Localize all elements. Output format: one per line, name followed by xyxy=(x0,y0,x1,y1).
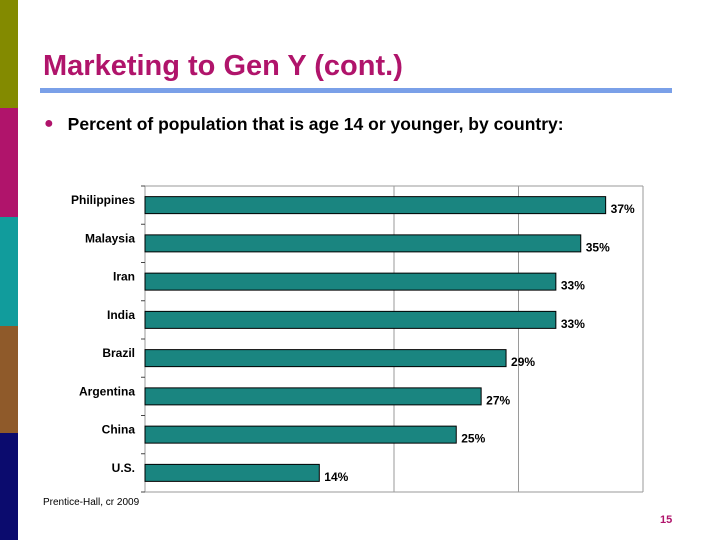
category-label: U.S. xyxy=(112,461,135,475)
decorative-color-strip xyxy=(0,0,18,540)
data-label: 14% xyxy=(324,470,348,484)
category-label: Brazil xyxy=(102,346,135,360)
bar xyxy=(144,387,482,406)
strip-segment-olive xyxy=(0,0,18,108)
page-number: 15 xyxy=(660,514,673,526)
bar xyxy=(144,196,607,215)
strip-segment-brown xyxy=(0,326,18,433)
source-credit: Prentice-Hall, cr 2009 xyxy=(43,497,140,508)
bullet-dot-icon: ● xyxy=(44,115,54,132)
bar xyxy=(144,425,457,444)
category-label: Philippines xyxy=(71,193,135,207)
category-label: China xyxy=(102,423,136,437)
category-label: Malaysia xyxy=(85,231,135,245)
category-label: Argentina xyxy=(79,384,135,398)
strip-segment-teal xyxy=(0,217,18,326)
category-label: India xyxy=(107,308,135,322)
data-label: 33% xyxy=(561,279,585,293)
data-label: 35% xyxy=(586,240,610,254)
data-label: 29% xyxy=(511,355,535,369)
category-label: Iran xyxy=(113,270,135,284)
bullet-text: Percent of population that is age 14 or … xyxy=(67,114,564,134)
bar xyxy=(144,310,557,329)
title-underline xyxy=(40,88,672,93)
strip-segment-navy xyxy=(0,433,18,540)
data-label: 33% xyxy=(561,317,585,331)
bar xyxy=(144,272,557,291)
bar xyxy=(144,463,320,482)
bullet-point: ● Percent of population that is age 14 or… xyxy=(44,114,564,135)
bar xyxy=(144,349,507,368)
slide-title: Marketing to Gen Y (cont.) xyxy=(43,50,403,82)
data-label: 25% xyxy=(461,432,485,446)
data-label: 37% xyxy=(611,202,635,216)
bar xyxy=(144,234,582,253)
data-label: 27% xyxy=(486,393,510,407)
strip-segment-magenta xyxy=(0,108,18,217)
